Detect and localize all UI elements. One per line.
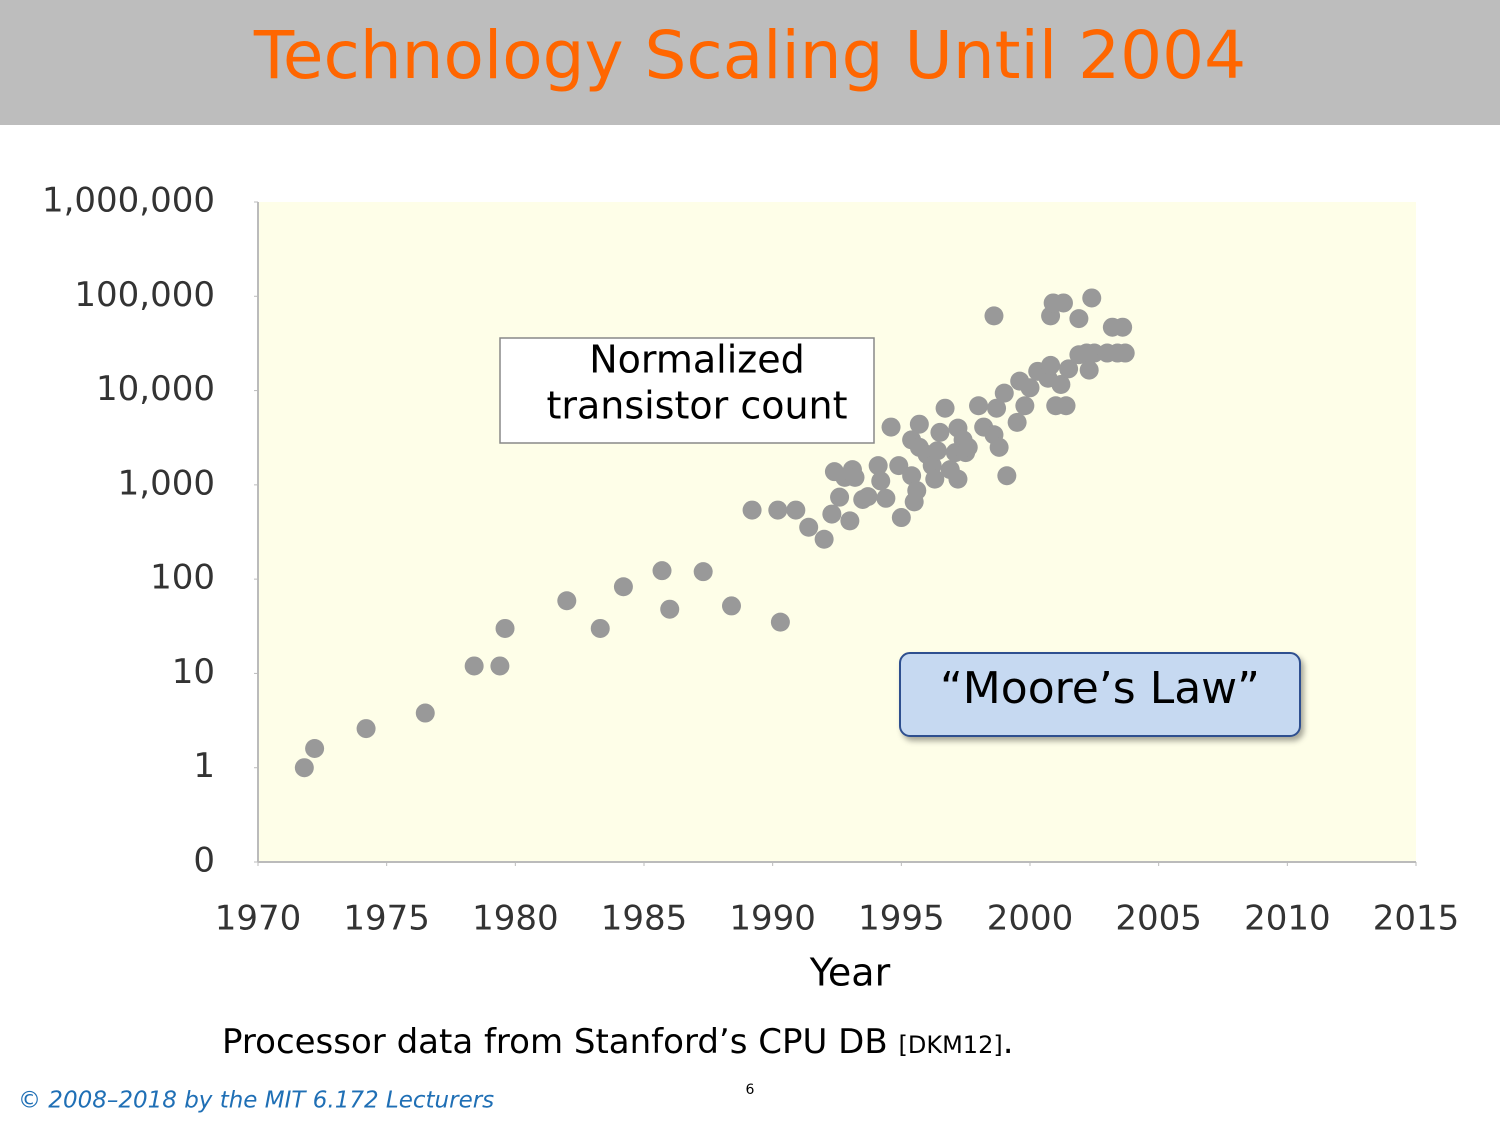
point [930, 422, 950, 442]
point [495, 618, 515, 638]
point [356, 719, 376, 739]
point [1051, 374, 1071, 394]
x-axis-label: Year [809, 951, 891, 995]
y-tick-label: 1 [193, 746, 215, 786]
point [1069, 309, 1089, 329]
point [948, 469, 968, 489]
point [889, 456, 909, 476]
point [1059, 359, 1079, 379]
point [902, 466, 922, 486]
point [1007, 412, 1027, 432]
x-tick-label: 2015 [1373, 899, 1460, 939]
x-tick-label: 1995 [858, 899, 945, 939]
point [294, 758, 314, 778]
point [660, 599, 680, 619]
point [876, 488, 896, 508]
point [1115, 343, 1135, 363]
x-tick-label: 1980 [472, 899, 559, 939]
point [1015, 396, 1035, 416]
annotation-text: Normalized [589, 338, 805, 382]
caption-end: . [1002, 1022, 1014, 1062]
footer: © 2008–2018 by the MIT 6.172 Lecturers [18, 1088, 494, 1114]
point [868, 456, 888, 476]
point [652, 561, 672, 581]
annotation-text: transistor count [546, 384, 847, 428]
caption-text: Processor data from Stanford’s CPU DB [222, 1022, 888, 1062]
annotation-text: “Moore’s Law” [940, 663, 1260, 714]
point [557, 591, 577, 611]
point [907, 481, 927, 501]
point [891, 508, 911, 528]
y-tick-label: 100 [150, 558, 215, 598]
plot-area [258, 202, 1416, 862]
point [909, 414, 929, 434]
point [935, 398, 955, 418]
point [415, 703, 435, 723]
x-tick-label: 1970 [215, 899, 302, 939]
point [768, 500, 788, 520]
point [1053, 293, 1073, 313]
point [1041, 355, 1061, 375]
point [590, 618, 610, 638]
annotation-box [899, 652, 1301, 737]
point [994, 383, 1014, 403]
page-number: 6 [746, 1082, 755, 1098]
point [858, 487, 878, 507]
point [490, 656, 510, 676]
y-tick-label: 10 [172, 652, 215, 692]
x-tick-label: 1975 [343, 899, 430, 939]
y-tick-label: 1,000 [118, 463, 215, 503]
point [1056, 396, 1076, 416]
point [830, 487, 850, 507]
y-tick-label: 0 [193, 841, 215, 881]
point [305, 738, 325, 758]
point [958, 437, 978, 457]
point [786, 500, 806, 520]
point [742, 500, 762, 520]
point [989, 437, 1009, 457]
point [799, 517, 819, 537]
point [814, 529, 834, 549]
x-tick-label: 1985 [601, 899, 688, 939]
y-tick-label: 1,000,000 [42, 181, 215, 221]
point [1082, 288, 1102, 308]
x-tick-label: 2000 [987, 899, 1074, 939]
point [770, 612, 790, 632]
point [881, 417, 901, 437]
point [840, 511, 860, 531]
point [1079, 360, 1099, 380]
point [997, 466, 1017, 486]
point [987, 398, 1007, 418]
point [822, 504, 842, 524]
point [721, 596, 741, 616]
slide-title: Technology Scaling Until 2004 [253, 17, 1246, 94]
point [693, 562, 713, 582]
point [969, 396, 989, 416]
caption: Processor data from Stanford’s CPU DB [D… [222, 1022, 1014, 1062]
y-tick-label: 100,000 [74, 275, 215, 315]
point [927, 441, 947, 461]
title-bar [0, 0, 1500, 125]
point [1020, 378, 1040, 398]
point [464, 656, 484, 676]
annotation-box [499, 337, 875, 444]
point [845, 467, 865, 487]
point [613, 577, 633, 597]
x-tick-label: 2010 [1244, 899, 1331, 939]
point [871, 471, 891, 491]
point [984, 306, 1004, 326]
x-tick-label: 2005 [1115, 899, 1202, 939]
y-tick-label: 10,000 [96, 369, 215, 409]
caption-cite: [DKM12] [898, 1031, 1003, 1059]
point [925, 469, 945, 489]
x-tick-label: 1990 [729, 899, 816, 939]
point [1113, 317, 1133, 337]
